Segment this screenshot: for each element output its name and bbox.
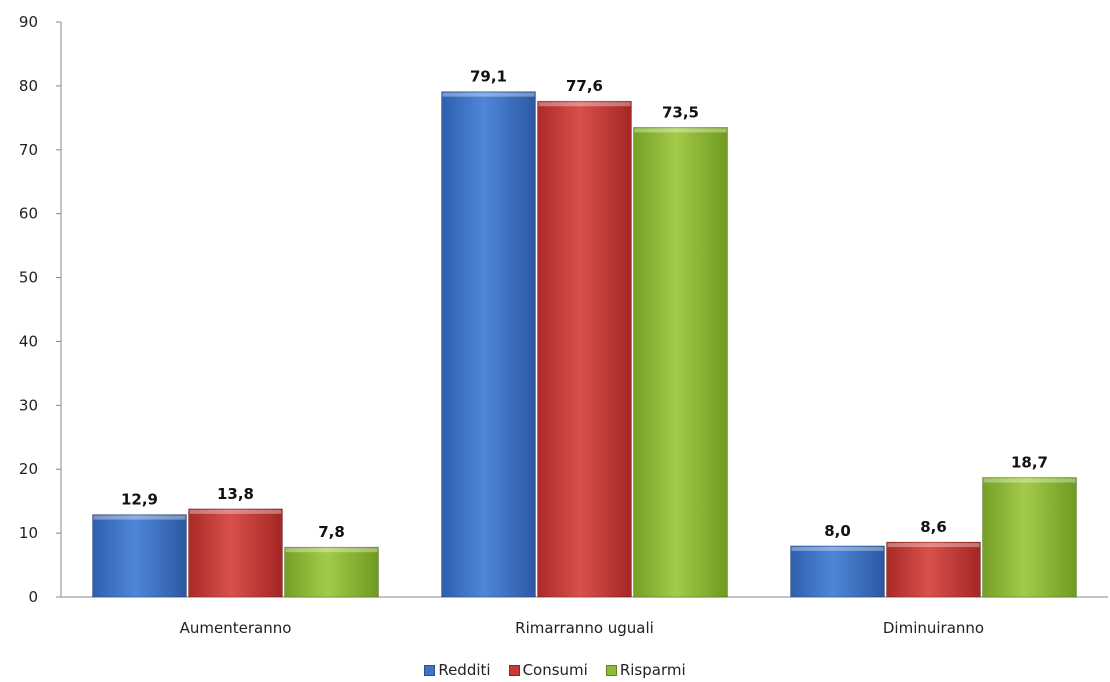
bar-risparmi-2	[982, 477, 1077, 598]
bar-redditi-0	[92, 514, 187, 598]
legend-item-redditi: Redditi	[424, 661, 491, 679]
bar-highlight	[791, 546, 884, 551]
legend: Redditi Consumi Risparmi	[0, 660, 1110, 680]
y-tick-label: 10	[19, 524, 38, 542]
bar-highlight	[189, 509, 282, 514]
bar-consumi-1	[537, 100, 632, 598]
legend-swatch	[424, 664, 436, 676]
y-tick-label: 80	[19, 77, 38, 95]
legend-item-consumi: Consumi	[508, 661, 588, 679]
bar-highlight	[285, 548, 378, 553]
data-label: 12,9	[121, 491, 158, 509]
bar-highlight	[93, 515, 186, 520]
bar-highlight	[634, 128, 727, 133]
y-tick-label: 50	[19, 269, 38, 287]
bar-highlight	[442, 92, 535, 97]
bar-highlight	[983, 478, 1076, 483]
data-label: 18,7	[1011, 454, 1048, 472]
bar-chart: 0 10 20 30 40 50 60 70 80 90 Aumenteranno 12,9 13,8…	[19, 13, 1108, 637]
data-label: 13,8	[217, 485, 254, 503]
bar-highlight	[887, 543, 980, 548]
legend-label: Risparmi	[619, 661, 686, 679]
y-tick-label: 40	[19, 332, 38, 350]
bar-consumi-2	[886, 541, 981, 598]
data-label: 79,1	[470, 68, 507, 86]
bar-consumi-0	[188, 508, 283, 598]
y-tick-label: 90	[19, 13, 38, 31]
legend-label: Redditi	[438, 661, 491, 679]
data-label: 8,6	[920, 518, 947, 536]
y-tick-label: 20	[19, 460, 38, 478]
legend-swatch	[508, 664, 520, 676]
data-label: 73,5	[662, 103, 699, 121]
y-tick-label: 70	[19, 141, 38, 159]
x-category-label: Aumenteranno	[180, 619, 292, 637]
bar-redditi-1	[441, 91, 536, 598]
data-label: 77,6	[566, 77, 603, 95]
data-label: 8,0	[824, 522, 851, 540]
data-label: 7,8	[318, 523, 345, 541]
legend-label: Consumi	[522, 661, 588, 679]
x-category-label: Diminuiranno	[883, 619, 984, 637]
x-category-label: Rimarranno uguali	[515, 619, 654, 637]
legend-item-risparmi: Risparmi	[605, 661, 686, 679]
legend-swatch	[605, 664, 617, 676]
y-tick-label: 60	[19, 205, 38, 223]
bar-risparmi-1	[633, 127, 728, 598]
y-tick-label: 30	[19, 396, 38, 414]
bar-redditi-2	[790, 545, 885, 598]
bar-risparmi-0	[284, 546, 379, 598]
bar-highlight	[538, 102, 631, 107]
y-tick-label: 0	[28, 588, 38, 606]
